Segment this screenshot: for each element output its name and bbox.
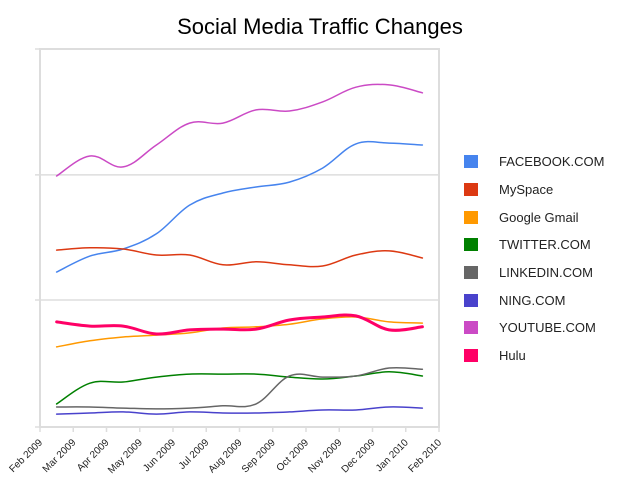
legend-swatch xyxy=(464,238,478,252)
x-tick-label: Sep 2009 xyxy=(240,437,278,475)
legend-label: FACEBOOK.COM xyxy=(499,154,605,170)
x-tick-label: Mar 2009 xyxy=(41,437,79,475)
legend-swatch xyxy=(464,349,478,363)
x-tick-label: Nov 2009 xyxy=(306,437,344,475)
legend-label: NING.COM xyxy=(499,292,566,308)
x-tick-label: Jan 2010 xyxy=(374,437,411,474)
legend-label: TWITTER.COM xyxy=(499,237,591,253)
series-line-facebook-com xyxy=(55,140,424,273)
legend-swatch xyxy=(464,183,478,197)
x-tick-label: May 2009 xyxy=(106,437,145,476)
series-line-linkedin-com xyxy=(55,366,424,410)
legend-swatch xyxy=(464,266,478,280)
series-line-ning-com xyxy=(55,406,424,415)
series-line-myspace xyxy=(55,246,424,268)
legend-item: NING.COM xyxy=(464,286,604,314)
x-tick-label: Feb 2009 xyxy=(7,437,45,475)
legend-item: LINKEDIN.COM xyxy=(464,259,604,287)
series-line-youtube-com xyxy=(55,83,424,177)
chart-title: Social Media Traffic Changes xyxy=(177,14,463,39)
legend-label: Google Gmail xyxy=(499,209,579,225)
legend-label: MySpace xyxy=(499,182,554,198)
series-line-hulu xyxy=(55,313,424,336)
x-tick-label: Jun 2009 xyxy=(141,437,178,474)
series-line-twitter-com xyxy=(55,371,424,405)
x-tick-label: Aug 2009 xyxy=(207,437,245,475)
legend-item: Google Gmail xyxy=(464,203,604,231)
legend: FACEBOOK.COM MySpace Google Gmail TWITTER.C… xyxy=(464,148,604,370)
legend-label: YOUTUBE.COM xyxy=(499,320,596,336)
legend-item: FACEBOOK.COM xyxy=(464,148,604,176)
legend-label: LINKEDIN.COM xyxy=(499,265,593,281)
legend-item: Hulu xyxy=(464,342,604,370)
legend-swatch xyxy=(464,293,478,307)
x-tick-label: Dec 2009 xyxy=(340,437,378,475)
legend-swatch xyxy=(464,155,478,169)
x-tick-label: Feb 2010 xyxy=(406,437,444,475)
legend-swatch xyxy=(464,210,478,224)
legend-label: Hulu xyxy=(499,348,526,364)
legend-item: MySpace xyxy=(464,176,604,204)
legend-swatch xyxy=(464,321,478,335)
legend-item: YOUTUBE.COM xyxy=(464,314,604,342)
legend-item: TWITTER.COM xyxy=(464,231,604,259)
